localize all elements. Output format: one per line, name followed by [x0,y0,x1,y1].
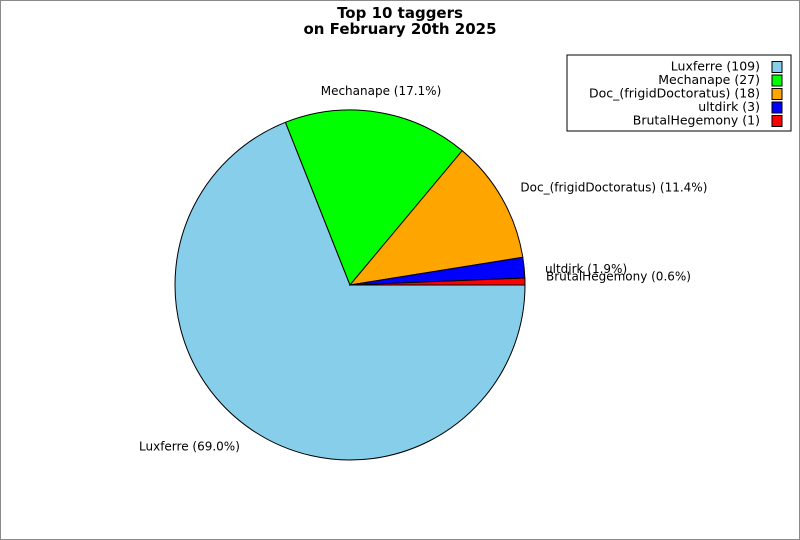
legend-label-luxferre: Luxferre (109) [671,59,760,74]
legend-swatch-luxferre [771,61,783,73]
chart-title: Top 10 taggers on February 20th 2025 [0,5,800,37]
pie-slice-luxferre [174,121,526,461]
slice-label-doc-frigiddoctoratus: Doc_(frigidDoctoratus) (11.4%) [520,181,707,195]
legend-swatch-brutalhegemony [771,115,783,127]
pie-labels: Luxferre (69.0%) Mechanape (17.1%) Doc_(fr… [139,84,707,454]
legend-label-doc-frigiddoctoratus: Doc_(frigidDoctoratus) (18) [589,86,760,101]
chart-title-line-2: on February 20th 2025 [303,20,497,38]
legend: Luxferre (109)Mechanape (27)Doc_(frigidD… [566,54,792,132]
legend-label-brutalhegemony: BrutalHegemony (1) [633,113,760,128]
slice-label-brutalhegemony: BrutalHegemony (0.6%) [546,270,691,284]
slice-label-luxferre: Luxferre (69.0%) [139,440,240,454]
pie-slices [174,109,526,461]
legend-box [566,54,792,132]
pie-slice-brutalhegemony [349,277,526,286]
legend-label-ultdirk: ultdirk (3) [698,99,760,114]
chart-title-line-1: Top 10 taggers [337,4,463,22]
pie-slice-mechanape [284,109,463,286]
pie-slice-doc-frigiddoctoratus [348,149,524,286]
legend-swatch-ultdirk [771,101,783,114]
legend-swatch-doc-frigiddoctoratus [771,88,783,100]
legend-label-mechanape: Mechanape (27) [658,72,760,87]
slice-label-ultdirk: ultdirk (1.9%) [545,262,627,276]
slice-label-mechanape: Mechanape (17.1%) [321,84,442,98]
legend-swatch-mechanape [771,74,783,87]
